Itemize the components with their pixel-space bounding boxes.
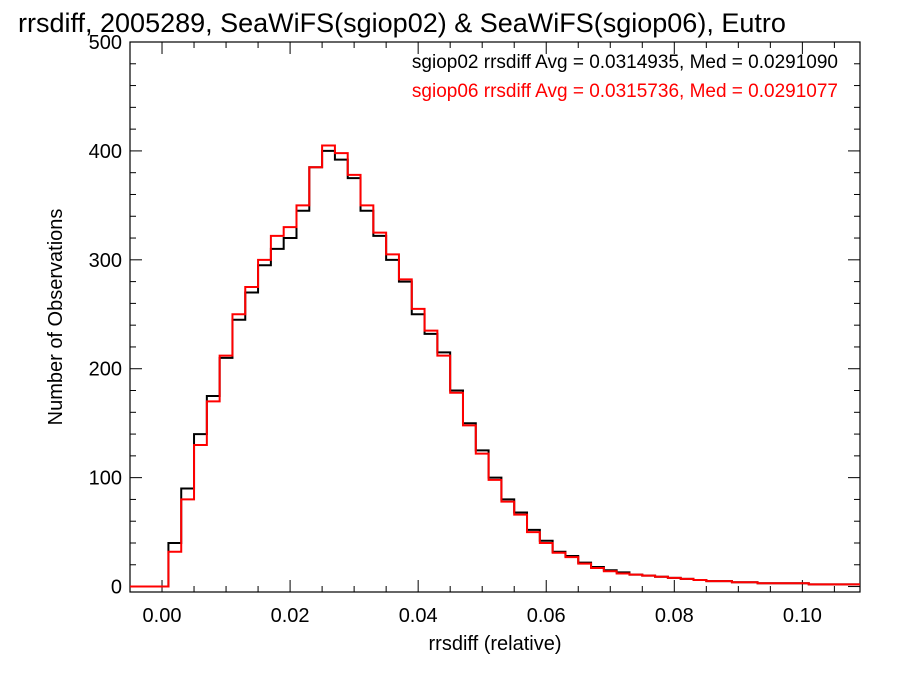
y-tick-label: 0: [111, 577, 122, 599]
y-axis: 0 100 200 300 400 500: [89, 32, 860, 599]
x-axis-label: rrsdiff (relative): [429, 633, 562, 655]
x-tick-label: 0.02: [271, 605, 310, 627]
legend-entry-sgiop02: sgiop02 rrsdiff Avg = 0.0314935, Med = 0…: [412, 52, 838, 73]
x-tick-label: 0.10: [783, 605, 822, 627]
y-tick-label: 100: [89, 468, 122, 490]
x-tick-label: 0.06: [527, 605, 566, 627]
legend-entry-sgiop06: sgiop06 rrsdiff Avg = 0.0315736, Med = 0…: [412, 81, 838, 102]
x-axis: 0.00 0.02 0.04 0.06 0.08 0.10: [129, 42, 835, 627]
series-layer: [130, 144, 860, 588]
plot-frame: [129, 41, 861, 593]
series-line-sgiop06: [130, 144, 860, 588]
x-tick-label: 0.00: [143, 605, 182, 627]
y-tick-label: 400: [89, 141, 122, 163]
chart-title: rrsdiff, 2005289, SeaWiFS(sgiop02) & Sea…: [18, 8, 786, 38]
series-line-sgiop02: [130, 149, 860, 588]
y-tick-label: 200: [89, 359, 122, 381]
x-tick-label: 0.04: [399, 605, 438, 627]
y-axis-label: Number of Observations: [45, 209, 67, 426]
y-tick-label: 500: [89, 32, 122, 54]
x-tick-label: 0.08: [655, 605, 694, 627]
y-tick-label: 300: [89, 250, 122, 272]
